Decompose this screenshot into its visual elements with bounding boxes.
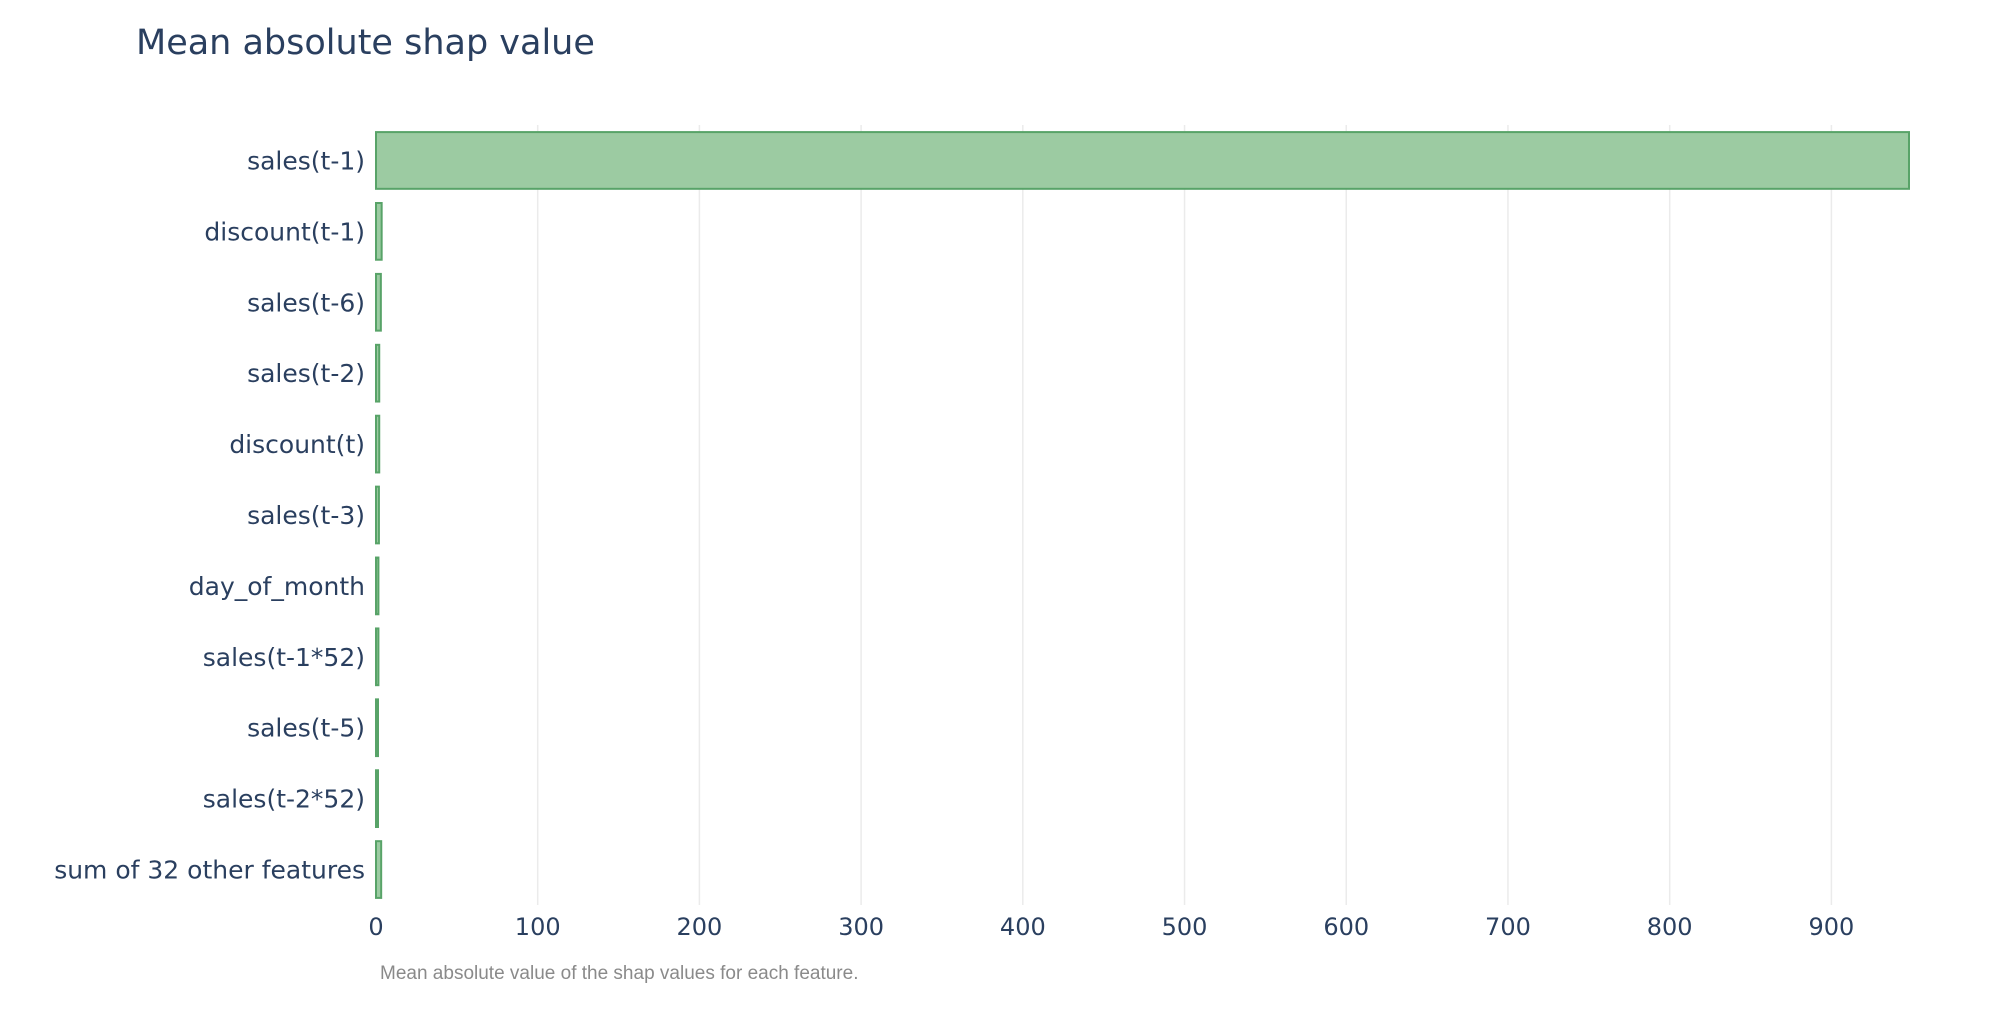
chart-title: Mean absolute shap value [136, 23, 595, 63]
bar [375, 698, 379, 758]
x-tick-label: 0 [368, 913, 383, 941]
y-tick-label: sales(t-1) [247, 146, 365, 175]
bar [375, 343, 381, 403]
y-tick-label: sales(t-1*52) [203, 643, 365, 672]
bar [375, 840, 383, 899]
x-tick-label: 500 [1162, 913, 1208, 941]
x-tick-label: 100 [515, 913, 561, 941]
bar [375, 769, 379, 828]
y-tick-label: sales(t-5) [247, 714, 365, 743]
x-tick-label: 700 [1485, 913, 1531, 941]
y-tick-label: sum of 32 other features [54, 856, 365, 885]
x-tick-label: 200 [677, 913, 723, 941]
bar [375, 131, 1910, 190]
bar [375, 202, 383, 261]
y-tick-label: discount(t) [229, 430, 365, 459]
bar [375, 414, 381, 474]
x-tick-label: 400 [1000, 913, 1046, 941]
bar [375, 627, 380, 687]
y-tick-label: sales(t-3) [247, 501, 365, 530]
bar [375, 485, 380, 545]
y-tick-label: discount(t-1) [204, 217, 365, 246]
x-tick-label: 900 [1808, 913, 1854, 941]
y-tick-label: sales(t-2) [247, 359, 365, 388]
y-tick-label: sales(t-6) [247, 288, 365, 317]
y-tick-label: day_of_month [189, 572, 365, 601]
bars [375, 131, 1910, 899]
bar [375, 272, 382, 332]
x-axis-ticks: 0 100 200 300 400 500 600 700 800 900 [368, 913, 1854, 941]
y-tick-label: sales(t-2*52) [203, 785, 365, 814]
x-tick-label: 300 [838, 913, 884, 941]
x-tick-label: 600 [1323, 913, 1369, 941]
y-axis-labels: sales(t-1) discount(t-1) sales(t-6) sales(t… [54, 146, 365, 884]
x-tick-label: 800 [1647, 913, 1693, 941]
chart-caption: Mean absolute value of the shap values f… [380, 963, 858, 984]
bar [375, 556, 380, 616]
grid-lines [536, 125, 1833, 905]
